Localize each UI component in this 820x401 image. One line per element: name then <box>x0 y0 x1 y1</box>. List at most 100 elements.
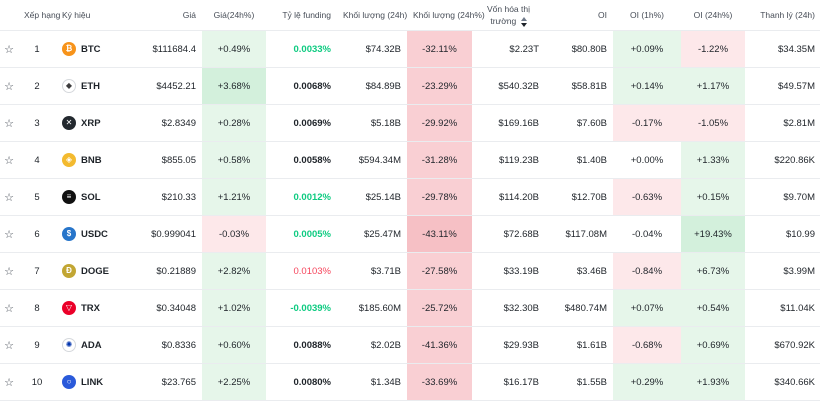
change-24h-cell: +0.49% <box>202 30 266 68</box>
oi-1h-cell: +0.07% <box>613 289 681 327</box>
coin-symbol[interactable]: TRX <box>81 302 100 314</box>
table-row[interactable]: ☆ 7 Ð DOGE $0.21889 +2.82% 0.0103% $3.71B… <box>0 252 820 290</box>
symbol-cell[interactable]: $ USDC <box>56 215 134 253</box>
volume-change-24h-column-header[interactable]: Khối lượng (24h%) <box>407 0 485 31</box>
eth-icon: ◆ <box>62 79 76 93</box>
oi-1h-cell: -0.68% <box>613 326 681 364</box>
favorite-star-icon[interactable]: ☆ <box>0 30 18 68</box>
coin-symbol[interactable]: USDC <box>81 228 108 240</box>
favorite-star-icon[interactable]: ☆ <box>0 326 18 364</box>
volume-change-24h-cell: -32.11% <box>407 30 472 68</box>
rank-cell: 9 <box>18 326 56 364</box>
sort-icon[interactable] <box>520 16 527 27</box>
change-24h-cell: +2.25% <box>202 363 266 401</box>
market-cap-cell: $2.23T <box>472 30 545 68</box>
funding-rate-cell: 0.0005% <box>266 215 337 253</box>
rank-column-header[interactable]: Xếp hạng <box>18 0 60 31</box>
change-24h-cell: +0.58% <box>202 141 266 179</box>
volume-24h-column-header[interactable]: Khối lượng (24h) <box>337 0 407 31</box>
table-row[interactable]: ☆ 6 $ USDC $0.999041 -0.03% 0.0005% $25.4… <box>0 215 820 253</box>
symbol-cell[interactable]: ◆ ETH <box>56 67 134 105</box>
table-row[interactable]: ☆ 2 ◆ ETH $4452.21 +3.68% 0.0068% $84.89B… <box>0 67 820 105</box>
favorite-star-icon[interactable]: ☆ <box>0 178 18 216</box>
change-24h-cell: +0.28% <box>202 104 266 142</box>
symbol-cell[interactable]: ○ LINK <box>56 363 134 401</box>
oi-24h-cell: -1.05% <box>681 104 745 142</box>
volume-24h-cell: $25.47M <box>337 215 407 253</box>
coin-symbol[interactable]: ADA <box>81 339 102 351</box>
oi-cell: $480.74M <box>545 289 613 327</box>
favorite-star-icon[interactable]: ☆ <box>0 104 18 142</box>
funding-rate-cell: 0.0058% <box>266 141 337 179</box>
table-row[interactable]: ☆ 1 ₿ BTC $111684.4 +0.49% 0.0033% $74.32… <box>0 30 820 68</box>
coin-symbol[interactable]: DOGE <box>81 265 109 277</box>
oi-24h-cell: +0.15% <box>681 178 745 216</box>
oi-1h-cell: -0.63% <box>613 178 681 216</box>
symbol-cell[interactable]: Ð DOGE <box>56 252 134 290</box>
price-cell: $0.8336 <box>134 326 202 364</box>
liquidation-24h-cell: $670.92K <box>745 326 820 364</box>
volume-change-24h-cell: -27.58% <box>407 252 472 290</box>
symbol-cell[interactable]: ₿ BTC <box>56 30 134 68</box>
market-cap-cell: $29.93B <box>472 326 545 364</box>
liquidation-24h-cell: $49.57M <box>745 67 820 105</box>
favorite-star-icon[interactable]: ☆ <box>0 252 18 290</box>
favorite-star-icon[interactable]: ☆ <box>0 363 18 401</box>
volume-24h-cell: $74.32B <box>337 30 407 68</box>
table-row[interactable]: ☆ 3 ✕ XRP $2.8349 +0.28% 0.0069% $5.18B -… <box>0 104 820 142</box>
table-row[interactable]: ☆ 8 ▽ TRX $0.34048 +1.02% -0.0039% $185.6… <box>0 289 820 327</box>
funding-rate-cell: 0.0103% <box>266 252 337 290</box>
table-row[interactable]: ☆ 5 ≡ SOL $210.33 +1.21% 0.0012% $25.14B … <box>0 178 820 216</box>
symbol-cell[interactable]: ✺ ADA <box>56 326 134 364</box>
rank-cell: 8 <box>18 289 56 327</box>
oi-cell: $80.80B <box>545 30 613 68</box>
table-row[interactable]: ☆ 4 ◈ BNB $855.05 +0.58% 0.0058% $594.34M… <box>0 141 820 179</box>
funding-rate-column-header[interactable]: Tỷ lệ funding <box>266 0 337 31</box>
change-24h-cell: +2.82% <box>202 252 266 290</box>
liquidation-24h-cell: $2.81M <box>745 104 820 142</box>
rank-cell: 10 <box>18 363 56 401</box>
rank-cell: 6 <box>18 215 56 253</box>
favorite-column-header <box>0 0 18 31</box>
symbol-column-header[interactable]: Ký hiệu <box>56 0 134 31</box>
price-cell: $111684.4 <box>134 30 202 68</box>
coin-symbol[interactable]: LINK <box>81 376 104 388</box>
symbol-cell[interactable]: ≡ SOL <box>56 178 134 216</box>
oi-cell: $1.55B <box>545 363 613 401</box>
oi-column-header[interactable]: OI <box>545 0 613 31</box>
oi-24h-cell: +1.93% <box>681 363 745 401</box>
favorite-star-icon[interactable]: ☆ <box>0 67 18 105</box>
symbol-cell[interactable]: ◈ BNB <box>56 141 134 179</box>
funding-rate-cell: 0.0068% <box>266 67 337 105</box>
table-row[interactable]: ☆ 9 ✺ ADA $0.8336 +0.60% 0.0088% $2.02B -… <box>0 326 820 364</box>
symbol-cell[interactable]: ▽ TRX <box>56 289 134 327</box>
oi-24h-column-header[interactable]: OI (24h%) <box>681 0 745 31</box>
favorite-star-icon[interactable]: ☆ <box>0 215 18 253</box>
symbol-cell[interactable]: ✕ XRP <box>56 104 134 142</box>
volume-change-24h-cell: -29.92% <box>407 104 472 142</box>
volume-change-24h-cell: -41.36% <box>407 326 472 364</box>
oi-cell: $1.40B <box>545 141 613 179</box>
market-cap-column-header[interactable]: Vốn hóa thị trường <box>472 0 545 31</box>
oi-24h-cell: +1.17% <box>681 67 745 105</box>
coin-symbol[interactable]: XRP <box>81 117 101 129</box>
sol-icon: ≡ <box>62 190 76 204</box>
oi-cell: $3.46B <box>545 252 613 290</box>
favorite-star-icon[interactable]: ☆ <box>0 141 18 179</box>
coin-symbol[interactable]: SOL <box>81 191 101 203</box>
volume-change-24h-cell: -33.69% <box>407 363 472 401</box>
change-24h-column-header[interactable]: Giá(24h%) <box>202 0 266 31</box>
oi-1h-column-header[interactable]: OI (1h%) <box>613 0 681 31</box>
ada-icon: ✺ <box>62 338 76 352</box>
volume-24h-cell: $185.60M <box>337 289 407 327</box>
coin-symbol[interactable]: ETH <box>81 80 100 92</box>
liquidation-24h-column-header[interactable]: Thanh lý (24h) <box>745 0 820 31</box>
price-column-header[interactable]: Giá <box>134 0 202 31</box>
market-cap-cell: $114.20B <box>472 178 545 216</box>
oi-24h-cell: +1.33% <box>681 141 745 179</box>
table-row[interactable]: ☆ 10 ○ LINK $23.765 +2.25% 0.0080% $1.34B… <box>0 363 820 401</box>
coin-symbol[interactable]: BTC <box>81 43 101 55</box>
favorite-star-icon[interactable]: ☆ <box>0 289 18 327</box>
coin-symbol[interactable]: BNB <box>81 154 102 166</box>
liquidation-24h-cell: $220.86K <box>745 141 820 179</box>
